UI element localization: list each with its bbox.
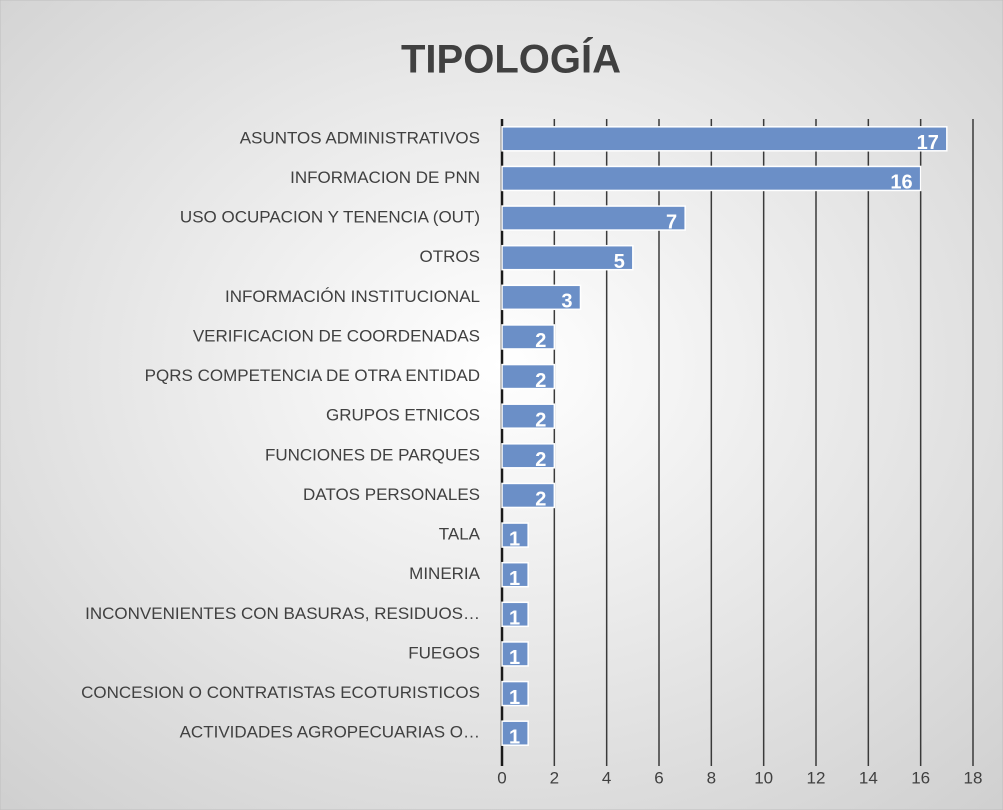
- bar: [501, 244, 634, 271]
- x-tick-label: 4: [602, 768, 611, 787]
- bar: [501, 324, 556, 350]
- y-tick-label: ACTIVIDADES AGROPECUARIAS O…: [180, 723, 480, 742]
- x-tick-label: 2: [550, 768, 559, 787]
- value-label: 1: [509, 528, 520, 550]
- value-label: 1: [509, 726, 520, 748]
- x-tick-label: 6: [654, 768, 663, 787]
- value-label: 16: [890, 172, 912, 194]
- x-tick-label: 0: [497, 768, 506, 787]
- y-tick-label: INCONVENIENTES CON BASURAS, RESIDUOS…: [85, 604, 480, 623]
- x-tick-label: 16: [911, 768, 930, 787]
- y-tick-label: PQRS COMPETENCIA DE OTRA ENTIDAD: [145, 366, 480, 385]
- bar: [501, 205, 686, 231]
- bar: [501, 680, 529, 707]
- bar: [501, 443, 556, 469]
- value-label: 2: [535, 330, 546, 352]
- y-tick-label: ASUNTOS ADMINISTRATIVOS: [240, 128, 480, 147]
- bar: [501, 720, 529, 746]
- value-label: 2: [535, 449, 546, 471]
- value-label: 1: [509, 647, 520, 669]
- y-tick-label: FUEGOS: [408, 643, 480, 662]
- value-label: 3: [561, 291, 572, 313]
- x-tick-label: 12: [807, 768, 826, 787]
- value-label: 2: [535, 370, 546, 392]
- chart-title: TIPOLOGÍA: [401, 37, 621, 82]
- x-tick-label: 8: [707, 768, 716, 787]
- x-tick-label: 18: [964, 768, 983, 787]
- y-tick-label: MINERIA: [409, 564, 481, 583]
- value-label: 17: [917, 132, 939, 154]
- value-label: 1: [509, 568, 520, 590]
- bar: [501, 482, 556, 509]
- y-tick-label: INFORMACIÓN INSTITUCIONAL: [225, 287, 480, 306]
- y-tick-label: CONCESION O CONTRATISTAS ECOTURISTICOS: [81, 683, 480, 702]
- y-tick-label: OTROS: [420, 247, 480, 266]
- value-label: 5: [614, 251, 625, 273]
- bar: [501, 126, 948, 152]
- bar: [501, 165, 922, 192]
- y-tick-label: DATOS PERSONALES: [303, 485, 480, 504]
- value-label: 7: [666, 211, 677, 233]
- value-label: 2: [535, 409, 546, 431]
- bar: [501, 363, 556, 390]
- bar: [501, 284, 582, 311]
- bar: [501, 601, 529, 628]
- bar: [501, 561, 529, 588]
- value-label: 1: [509, 687, 520, 709]
- y-tick-label: TALA: [439, 525, 481, 544]
- y-tick-label: INFORMACION DE PNN: [290, 168, 480, 187]
- y-tick-label: FUNCIONES DE PARQUES: [265, 445, 480, 464]
- value-label: 2: [535, 489, 546, 511]
- x-tick-label: 10: [754, 768, 773, 787]
- bar: [501, 403, 556, 429]
- value-label: 1: [509, 608, 520, 630]
- y-tick-label: USO OCUPACION Y TENENCIA (OUT): [180, 208, 480, 227]
- bar: [501, 641, 529, 667]
- x-tick-label: 14: [859, 768, 878, 787]
- bar: [501, 522, 529, 548]
- y-tick-label: GRUPOS ETNICOS: [326, 406, 480, 425]
- y-tick-label: VERIFICACION DE COORDENADAS: [193, 326, 480, 345]
